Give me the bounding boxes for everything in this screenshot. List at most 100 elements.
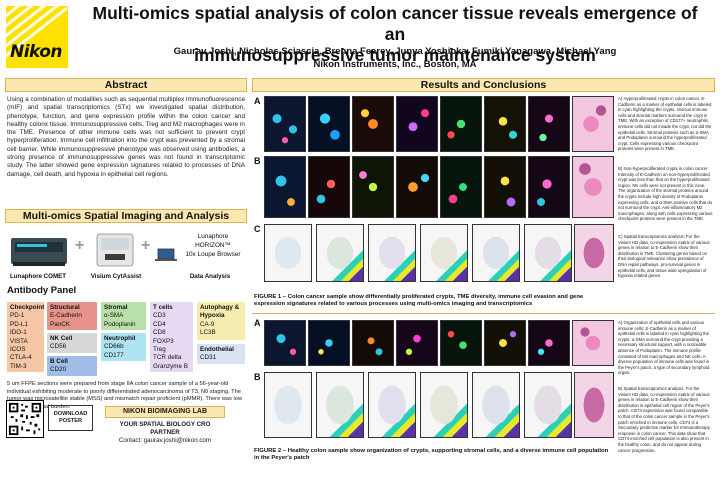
antibody-group-neutrophil: Neutrophil CD66b CD177 bbox=[101, 333, 146, 361]
logo-wordmark: Nikon bbox=[10, 42, 63, 62]
figure-1-row-b-label: B bbox=[254, 156, 261, 166]
device-label-analysis: Data Analysis bbox=[189, 273, 231, 280]
antibody-group-items: E-Cadherin PanCK bbox=[50, 312, 82, 328]
results-heading: Results and Conclusions bbox=[252, 78, 715, 92]
title-line-1: Multi-omics spatial analysis of colon ca… bbox=[92, 3, 698, 44]
fig2-row-b-tissue-3 bbox=[368, 372, 416, 438]
antibody-group-items: α-SMA Podoplanin bbox=[104, 312, 136, 328]
poster-header: Nikon Multi-omics spatial analysis of co… bbox=[0, 0, 720, 76]
fig1-row-a-image-7 bbox=[528, 96, 570, 152]
plus-icon: + bbox=[141, 237, 151, 254]
antibody-group-items: CD20 bbox=[50, 366, 67, 374]
fig1-row-c-tissue-4 bbox=[420, 224, 468, 282]
antibody-group-structural: Structural E-Cadherin PanCK bbox=[47, 302, 97, 330]
antibody-group-title: Endothelial bbox=[200, 346, 234, 353]
affiliation: Nikon Instruments, Inc., Boston, MA bbox=[313, 59, 477, 70]
figure-1-row-a-label: A bbox=[254, 96, 261, 106]
figure-2-caption: FIGURE 2 – Healthy colon sample show org… bbox=[254, 448, 609, 462]
figure-1-note-b: B) Non-hyperproliferated crypts in colon… bbox=[618, 166, 713, 222]
antibody-group-title: T cells bbox=[153, 304, 173, 311]
fig1-row-b-image-3 bbox=[352, 156, 394, 218]
antibody-group-title: Neutrophil bbox=[104, 335, 136, 342]
antibody-group-title: Checkpoint bbox=[10, 304, 45, 311]
fig2-row-a-image-7 bbox=[528, 320, 570, 366]
figure-1-caption: FIGURE 1 – Colon cancer sample show diff… bbox=[254, 294, 584, 308]
fig2-row-a-he-image bbox=[572, 320, 614, 366]
horizon-software-label: Lunaphore HORIZON™ 10x Loupe Browser bbox=[179, 232, 247, 259]
antibody-group-title: Autophagy & Hypoxia bbox=[200, 304, 240, 320]
antibody-group-title: Stromal bbox=[104, 304, 128, 311]
partner-tagline: YOUR SPATIAL BIOLOGY CRO PARTNER bbox=[119, 421, 211, 436]
device-label-comet: Lunaphore COMET bbox=[9, 273, 67, 280]
fig1-row-b-he-image bbox=[572, 156, 614, 218]
fig2-row-b-tissue-6 bbox=[524, 372, 572, 438]
fig1-row-b-image-6 bbox=[484, 156, 526, 218]
antibody-group-endothelial: Endothelial CD31 bbox=[197, 344, 245, 364]
antibody-group-autophagy-hypoxia: Autophagy & Hypoxia CA-9 LC3B bbox=[197, 302, 245, 340]
figure-1-row-c-label: C bbox=[254, 224, 261, 234]
fig1-row-a-image-5 bbox=[440, 96, 482, 152]
fig1-row-b-image-2 bbox=[308, 156, 350, 218]
abstract-text: Using a combination of modalities such a… bbox=[7, 96, 245, 178]
nikon-logo: Nikon bbox=[6, 6, 68, 68]
antibody-group-items: CD56 bbox=[50, 343, 67, 351]
lab-partner-info: YOUR SPATIAL BIOLOGY CRO PARTNER Contact… bbox=[105, 421, 225, 445]
antibody-group-b-cell: B Cell CD20 bbox=[47, 356, 97, 376]
figure-2: A B A) Organization of epithelial cells … bbox=[252, 316, 715, 478]
fig1-row-a-image-6 bbox=[484, 96, 526, 152]
fig1-row-a-image-2 bbox=[308, 96, 350, 152]
fig1-row-a-he-image bbox=[572, 96, 614, 152]
fig1-row-c-tissue-1 bbox=[264, 224, 312, 282]
fig2-row-b-tissue-2 bbox=[316, 372, 364, 438]
antibody-group-checkpoint: Checkpoint PD-1 PD-L1 IDO-1 VISTA ICOS C… bbox=[7, 302, 44, 372]
fig2-row-a-image-1 bbox=[264, 320, 306, 366]
horizon-line-1: Lunaphore HORIZON™ bbox=[195, 233, 231, 249]
author-list: Gaurav Joshi, Nicholas Sciascia, Brenna … bbox=[173, 46, 617, 57]
title-line-2: immunosuppressive tumor maintenance syst… bbox=[194, 45, 596, 65]
left-column: Abstract Using a combination of modaliti… bbox=[5, 78, 247, 476]
abstract-heading: Abstract bbox=[5, 78, 247, 92]
figure-divider bbox=[252, 313, 715, 314]
figure-2-row-b-label: B bbox=[254, 372, 261, 382]
antibody-group-title: B Cell bbox=[50, 358, 68, 365]
figure-1: A B C A) Hyperproliferated crypts in col… bbox=[252, 94, 715, 310]
figure-1-note-a: A) Hyperproliferated crypts in colon can… bbox=[618, 96, 712, 152]
fig1-row-b-image-7 bbox=[528, 156, 570, 218]
plus-icon: + bbox=[75, 237, 85, 254]
antibody-group-t-cells: T cells CD3 CD4 CD8 FOXP3 Treg TCR delta… bbox=[150, 302, 193, 372]
antibody-group-items: CD31 bbox=[200, 354, 217, 362]
fig2-row-a-image-4 bbox=[396, 320, 438, 366]
figure-2-note-a: A) Organization of epithelial cells and … bbox=[618, 320, 710, 376]
figure-2-note-b: B) Spatial transcriptomics analysis: For… bbox=[618, 386, 710, 453]
fig1-row-a-image-1 bbox=[264, 96, 306, 152]
fig2-row-b-tissue-5 bbox=[472, 372, 520, 438]
horizon-line-2: 10x Loupe Browser bbox=[185, 251, 241, 258]
fig1-row-c-tissue-5 bbox=[472, 224, 520, 282]
fig2-row-a-image-2 bbox=[308, 320, 350, 366]
visium-cytassist-device-icon bbox=[96, 233, 134, 267]
fig1-row-a-image-3 bbox=[352, 96, 394, 152]
antibody-group-nk-cell: NK Cell CD56 bbox=[47, 333, 97, 353]
fig2-row-b-he-image bbox=[574, 372, 614, 438]
fig2-row-a-image-5 bbox=[440, 320, 482, 366]
fig2-row-b-tissue-4 bbox=[420, 372, 468, 438]
antibody-group-items: CD66b CD177 bbox=[104, 343, 124, 359]
fig2-row-a-image-6 bbox=[484, 320, 526, 366]
antibody-group-title: Structural bbox=[50, 304, 80, 311]
antibody-group-stromal: Stromal α-SMA Podoplanin bbox=[101, 302, 146, 330]
antibody-group-items: PD-1 PD-L1 IDO-1 VISTA ICOS CTLA-4 TIM-3 bbox=[10, 312, 32, 370]
fig1-row-c-he-image bbox=[574, 224, 614, 282]
fig2-row-b-tissue-1 bbox=[264, 372, 312, 438]
antibody-panel-heading: Antibody Panel bbox=[7, 285, 77, 296]
methods-heading: Multi-omics Spatial Imaging and Analysis bbox=[5, 209, 247, 223]
download-poster-button[interactable]: DOWNLOAD POSTER bbox=[48, 405, 93, 431]
poster-title: Multi-omics spatial analysis of colon ca… bbox=[80, 3, 710, 66]
contact-email[interactable]: Contact: gaurav.joshi@nikon.com bbox=[118, 437, 212, 444]
qr-code-icon[interactable] bbox=[6, 400, 44, 438]
fig2-row-a-image-3 bbox=[352, 320, 394, 366]
antibody-group-title: NK Cell bbox=[50, 335, 73, 342]
antibody-group-items: CA-9 LC3B bbox=[200, 320, 216, 337]
laptop-icon bbox=[155, 248, 177, 261]
fig1-row-b-image-4 bbox=[396, 156, 438, 218]
figure-1-note-c: C) Spatial transcriptomics analysis: For… bbox=[618, 234, 710, 279]
